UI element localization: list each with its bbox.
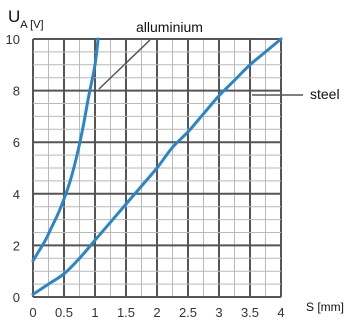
series-line-alluminium xyxy=(31,37,100,263)
x-tick-label: 4 xyxy=(277,305,284,320)
series-label-alluminium: alluminium xyxy=(136,19,203,35)
y-axis-label: UA [V] xyxy=(8,7,44,31)
alluminium-leader-line xyxy=(98,39,151,90)
x-tick-label: 2.5 xyxy=(179,305,197,320)
series-lines xyxy=(31,37,283,296)
y-tick-label: 0 xyxy=(13,290,20,305)
x-tick-labels: 0 0.5 1 1.5 2 2.5 3 3.5 4 xyxy=(29,305,284,320)
grid xyxy=(32,38,282,298)
series-line-steel xyxy=(31,37,283,296)
x-tick-label: 3.5 xyxy=(241,305,259,320)
x-tick-label: 1 xyxy=(91,305,98,320)
y-tick-label: 2 xyxy=(13,238,20,253)
x-tick-label: 1.5 xyxy=(117,305,135,320)
y-tick-label: 6 xyxy=(13,135,20,150)
series-label-steel: steel xyxy=(310,86,340,102)
x-tick-label: 0 xyxy=(29,305,36,320)
x-tick-label: 2 xyxy=(153,305,160,320)
y-tick-label: 8 xyxy=(13,84,20,99)
y-tick-labels: 0 2 4 6 8 10 xyxy=(6,32,20,305)
x-tick-label: 0.5 xyxy=(55,305,73,320)
y-tick-label: 4 xyxy=(13,187,20,202)
x-tick-label: 3 xyxy=(215,305,222,320)
y-tick-label: 10 xyxy=(6,32,20,47)
x-axis-label: S [mm] xyxy=(306,300,344,314)
